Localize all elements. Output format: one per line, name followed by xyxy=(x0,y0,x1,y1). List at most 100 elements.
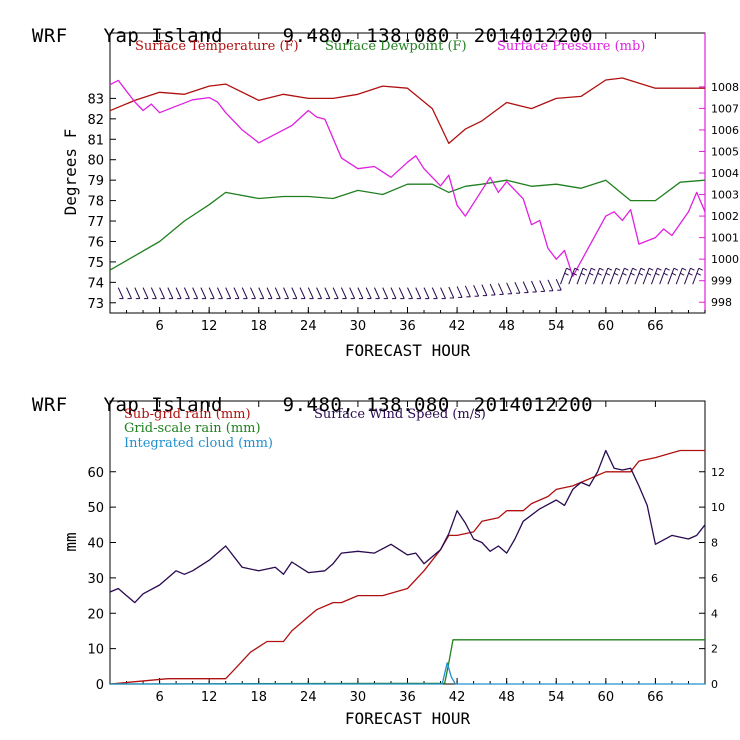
y2-tick-label: 1003 xyxy=(711,189,739,202)
y2-tick-label: 999 xyxy=(711,275,732,288)
wind-barb xyxy=(440,287,447,300)
y-tick-label: 10 xyxy=(87,643,104,658)
y-tick-label: 76 xyxy=(87,235,104,250)
panel2-model: WRF xyxy=(31,394,68,416)
y2-tick-label: 1006 xyxy=(711,124,739,137)
wind-barb xyxy=(382,287,389,300)
wind-barb xyxy=(415,287,422,300)
x-tick-label: 42 xyxy=(449,319,466,334)
wind-barb xyxy=(283,287,289,300)
panel2-init: 2014012200 xyxy=(473,394,594,416)
y-tick-label: 83 xyxy=(87,92,104,107)
legend-entry-3: Surface Wind Speed (m/s) xyxy=(314,407,486,422)
x-tick-label: 18 xyxy=(250,319,267,334)
y-tick-label: 30 xyxy=(87,572,104,587)
wind-barb xyxy=(531,280,537,293)
x-tick-label: 24 xyxy=(300,319,317,334)
panel1-init: 2014012200 xyxy=(473,25,594,47)
y2-tick-label: 1008 xyxy=(711,81,739,94)
rain-wind-panel: 6 12 18 24 30 36 42 48 54 60 660102030405060024681… xyxy=(61,400,725,728)
wind-barb xyxy=(593,267,604,285)
wind-barb xyxy=(150,287,157,300)
x-tick-label: 66 xyxy=(647,690,664,705)
wind-barb xyxy=(274,287,281,300)
plot-frame xyxy=(109,32,706,314)
x-tick-label: 30 xyxy=(350,319,367,334)
wind-barb xyxy=(316,287,323,300)
x-tick-label: 60 xyxy=(598,690,615,705)
y2-tick-label: 4 xyxy=(711,607,718,620)
y-tick-label: 82 xyxy=(87,113,104,128)
y-tick-label: 50 xyxy=(87,501,104,516)
y-tick-label: 77 xyxy=(87,215,104,230)
wind-barb xyxy=(675,267,687,285)
wind-barb xyxy=(192,287,199,300)
wind-barb xyxy=(642,267,654,285)
y-axis-label: mm xyxy=(61,532,80,551)
y-tick-label: 80 xyxy=(87,154,104,169)
panel1-model: WRF xyxy=(31,25,68,47)
y2-tick-label: 2 xyxy=(711,643,718,656)
wind-barb xyxy=(340,287,347,300)
wind-barb xyxy=(601,267,613,285)
panel1-location: Yap Island xyxy=(103,25,223,47)
wind-barb xyxy=(555,278,562,291)
y2-tick-label: 1001 xyxy=(711,232,739,245)
y-tick-label: 73 xyxy=(87,297,104,312)
wind-barb xyxy=(506,282,513,295)
y-axis-label: Degrees F xyxy=(61,129,80,216)
wind-barb xyxy=(667,267,679,285)
wind-barb xyxy=(497,283,504,295)
y-tick-label: 75 xyxy=(87,256,104,271)
wind-barb xyxy=(307,287,314,300)
wind-barb xyxy=(373,287,380,300)
wind-barb xyxy=(183,287,190,300)
wind-barb xyxy=(349,287,356,300)
wind-barb xyxy=(584,267,596,285)
legend-entry-2: Surface Pressure (mb) xyxy=(497,39,645,54)
wind-barb xyxy=(200,287,207,300)
y-tick-label: 74 xyxy=(87,276,104,291)
x-tick-label: 36 xyxy=(399,319,416,334)
x-tick-label: 30 xyxy=(350,690,367,705)
wind-barb xyxy=(659,267,670,285)
y-tick-label: 79 xyxy=(87,174,104,189)
wind-barb xyxy=(324,287,331,300)
wind-barb xyxy=(473,284,480,297)
wind-barb xyxy=(142,287,149,300)
y-tick-label: 20 xyxy=(87,607,104,622)
x-tick-label: 6 xyxy=(155,319,163,334)
wind-barb xyxy=(650,267,662,285)
series-line-1 xyxy=(109,639,705,685)
wind-barb xyxy=(216,287,223,300)
wind-barb xyxy=(464,285,471,298)
wind-barb xyxy=(241,287,248,300)
wind-barb xyxy=(423,287,430,300)
x-tick-label: 54 xyxy=(548,690,565,705)
wind-barb xyxy=(481,284,488,297)
wind-barb xyxy=(167,287,174,300)
series-line-0 xyxy=(109,449,705,685)
x-tick-label: 36 xyxy=(399,690,416,705)
wind-barb xyxy=(266,287,273,300)
legend-entry-2: Integrated cloud (mm) xyxy=(124,436,273,451)
wind-barb xyxy=(258,287,265,300)
x-tick-label: 48 xyxy=(498,319,515,334)
y2-tick-label: 8 xyxy=(711,537,718,550)
wind-barb xyxy=(609,267,621,285)
wind-barb xyxy=(225,287,232,300)
y-tick-label: 0 xyxy=(96,678,104,693)
legend-entry-0: Surface Temperature (F) xyxy=(135,39,299,54)
wind-barb xyxy=(692,267,703,285)
y2-tick-label: 0 xyxy=(711,678,718,691)
series-line-1 xyxy=(109,179,706,271)
x-tick-label: 6 xyxy=(155,690,163,705)
wind-barb xyxy=(357,287,364,300)
wind-barb xyxy=(626,267,637,285)
x-tick-label: 18 xyxy=(250,690,267,705)
wind-barb xyxy=(560,267,571,285)
wind-barb xyxy=(514,281,521,294)
x-axis-label: FORECAST HOUR xyxy=(345,709,471,728)
wind-barb xyxy=(134,287,141,300)
